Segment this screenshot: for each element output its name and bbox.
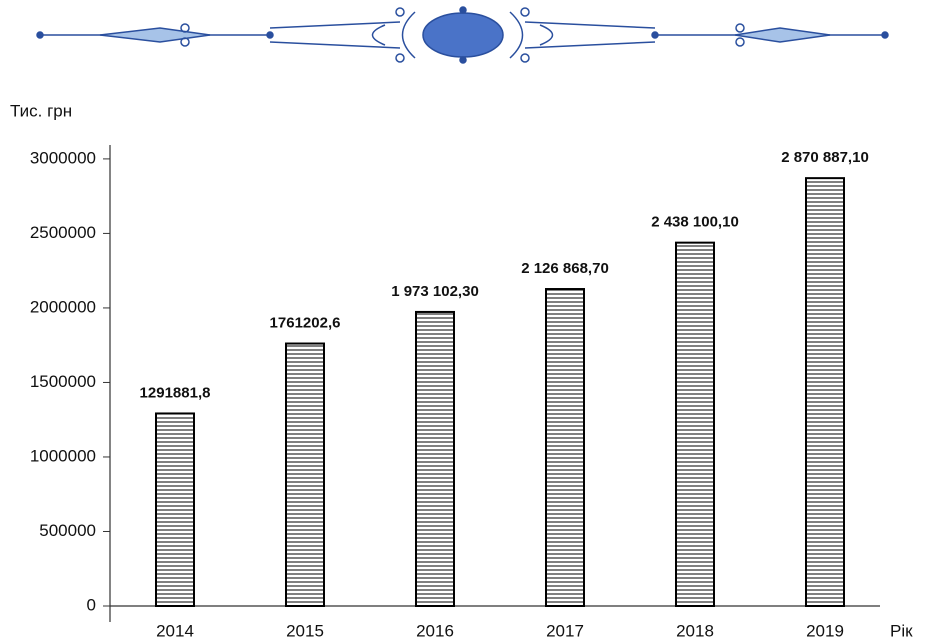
y-tick-label: 2000000 — [30, 297, 96, 316]
y-tick-label: 0 — [87, 595, 96, 614]
y-tick-label: 1000000 — [30, 446, 96, 465]
x-tick-label: 2019 — [806, 621, 844, 640]
bar — [155, 412, 195, 607]
decorative-header — [36, 6, 889, 64]
y-tick-label: 2500000 — [30, 223, 96, 242]
value-label: 1291881,8 — [140, 384, 211, 401]
x-axis-label: Рік — [890, 621, 913, 640]
bar — [545, 288, 585, 607]
x-tick-label: 2018 — [676, 621, 714, 640]
y-tick-label: 1500000 — [30, 372, 96, 391]
bar — [415, 310, 455, 607]
x-tick-label: 2017 — [546, 621, 584, 640]
value-label: 2 438 100,10 — [651, 214, 739, 231]
bar — [675, 241, 715, 607]
x-tick-label: 2014 — [156, 621, 194, 640]
y-tick-label: 500000 — [39, 521, 96, 540]
y-axis-label: Тис. грн — [10, 101, 72, 120]
x-tick-label: 2016 — [416, 621, 454, 640]
value-label: 2 126 868,70 — [521, 260, 609, 277]
value-label: 1 973 102,30 — [391, 283, 479, 300]
x-tick-label: 2015 — [286, 621, 324, 640]
y-tick-label: 3000000 — [30, 148, 96, 167]
value-label: 1761202,6 — [270, 314, 341, 331]
value-label: 2 870 887,10 — [781, 149, 869, 166]
bar — [805, 177, 845, 608]
bar — [285, 342, 325, 607]
